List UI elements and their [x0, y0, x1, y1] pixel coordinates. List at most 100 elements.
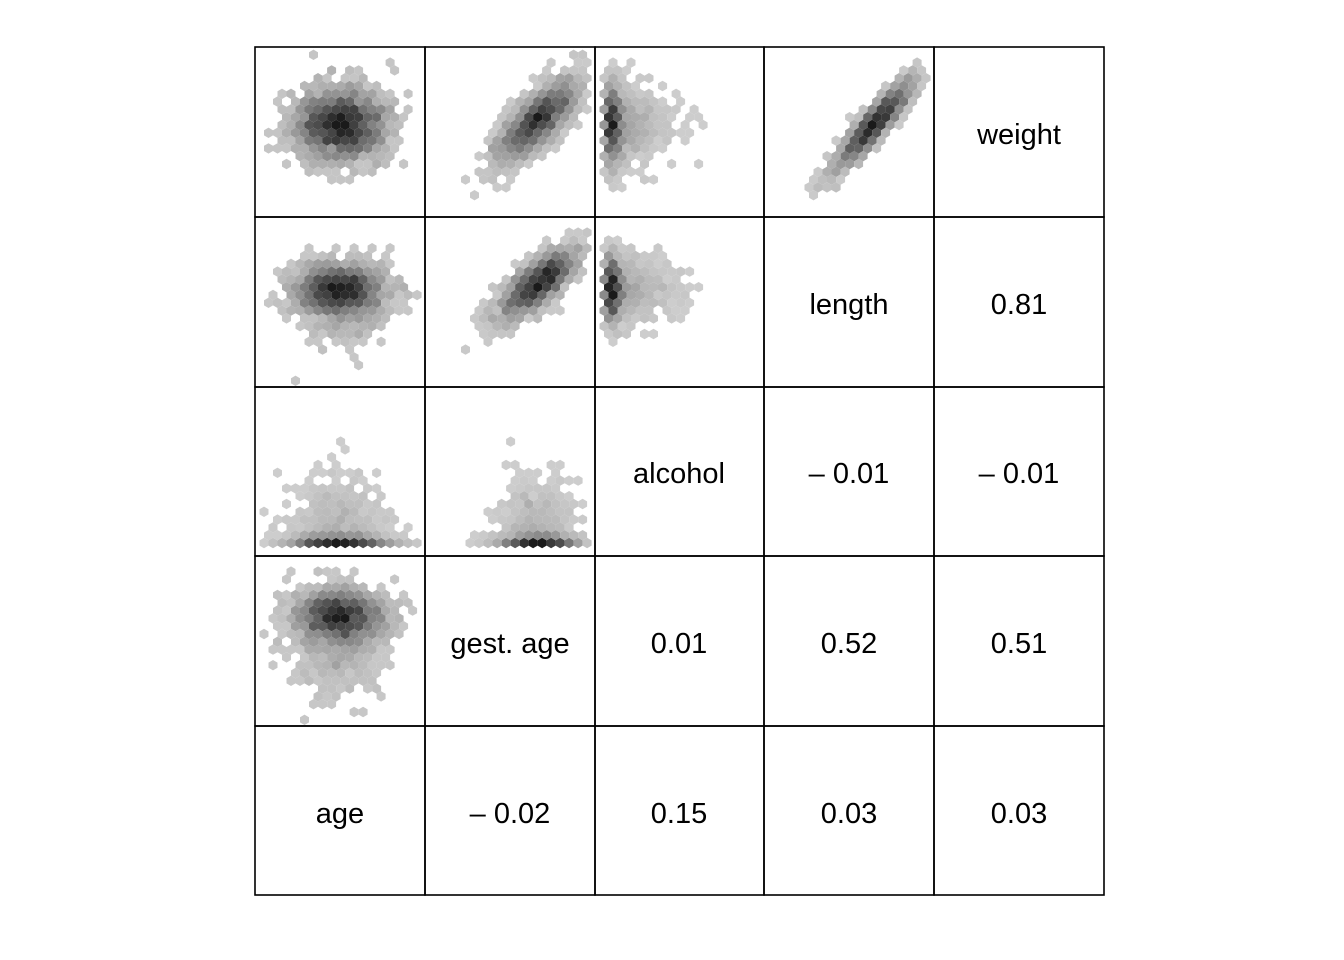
- hexbin-cell: [626, 321, 636, 332]
- hexbin-cell: [680, 289, 690, 301]
- hexbin-cell: [318, 143, 328, 154]
- hexbin-cell: [282, 605, 291, 616]
- hexbin-cell: [537, 135, 547, 146]
- hexbin-cell: [542, 530, 552, 541]
- hexbin-cell: [524, 297, 534, 308]
- hexbin-cell: [635, 289, 645, 301]
- hexbin-cell: [613, 143, 622, 154]
- hexbin-cell: [519, 88, 529, 99]
- hexbin-cell: [578, 49, 588, 60]
- hexbin-cell: [295, 660, 305, 671]
- hexbin-cell: [327, 621, 337, 632]
- hexbin-cell: [349, 104, 359, 115]
- hexbin-cell: [631, 112, 640, 123]
- hexbin-cell: [617, 258, 627, 269]
- hexbin-cell: [340, 613, 350, 624]
- hexbin-cell: [569, 530, 579, 541]
- hexbin-cell: [519, 305, 529, 316]
- hexbin-cell: [555, 305, 565, 316]
- hexbin-cell: [327, 266, 337, 277]
- hexbin-cell: [394, 274, 404, 285]
- hexbin-cell: [604, 174, 613, 185]
- hexbin-cell: [376, 613, 386, 624]
- hexbin-cell: [519, 537, 529, 549]
- hexbin-cell: [569, 112, 579, 123]
- hexbin-cell: [358, 597, 368, 608]
- hexbin-cell: [286, 597, 296, 608]
- hexbin-cell: [524, 514, 534, 525]
- hexbin-cell: [349, 336, 359, 347]
- hexbin-cell: [644, 73, 654, 84]
- hexbin-cell: [309, 158, 318, 170]
- hexbin-cell: [573, 258, 583, 269]
- hexbin-cell: [390, 127, 400, 138]
- hexbin-cell: [858, 104, 868, 115]
- hexbin-cell: [599, 88, 609, 99]
- hexbin-cell: [322, 73, 332, 84]
- hexbin-cell: [390, 605, 400, 616]
- hexbin-cell: [626, 258, 636, 269]
- hexbin-cell: [345, 96, 355, 107]
- hexbin-cell: [309, 96, 318, 107]
- hexbin-cell: [608, 166, 618, 177]
- hexbin-cell: [372, 514, 382, 525]
- hexbin-cell: [604, 282, 613, 293]
- hexbin-cell: [349, 73, 359, 84]
- hexbin-cell: [569, 498, 579, 510]
- hexbin-cell: [340, 258, 350, 269]
- hexbin-cell: [331, 166, 341, 177]
- hexbin-cell: [381, 313, 391, 324]
- hexbin-cell: [613, 297, 622, 308]
- hexbin-cell: [582, 104, 592, 115]
- hexbin-cell: [363, 328, 373, 340]
- hexbin-cell: [300, 636, 309, 647]
- hexbin-cell: [613, 235, 622, 246]
- hexbin-cell: [551, 96, 561, 107]
- hexbin-cell: [354, 530, 364, 541]
- hexbin-cell: [560, 112, 570, 123]
- hexbin-cell: [653, 104, 663, 115]
- hexbin-cell: [644, 88, 654, 99]
- hexbin-cell: [268, 537, 278, 549]
- hexbin-cell: [506, 483, 516, 494]
- hexbin-cell: [555, 537, 565, 549]
- hexbin-cell: [313, 119, 323, 131]
- hexbin-cell: [546, 491, 556, 502]
- hexbin-cell: [318, 483, 328, 494]
- hexbin-cell: [309, 636, 318, 647]
- hexbin-cell: [358, 582, 368, 593]
- hexbin-cell: [327, 636, 337, 647]
- hexbin-cell: [363, 683, 373, 694]
- hexbin-cell: [622, 158, 631, 170]
- hexbin-cell: [381, 127, 391, 138]
- hexbin-cell: [515, 143, 525, 154]
- hexbin-cell: [291, 375, 300, 386]
- hexbin-cell: [845, 112, 855, 123]
- hexbin-cell: [300, 714, 309, 725]
- hexbin-cell: [510, 459, 520, 471]
- hexbin-cell: [304, 289, 314, 301]
- hexbin-cell: [617, 88, 627, 99]
- hexbin-cell: [372, 621, 382, 632]
- hexbin-cell: [533, 514, 543, 525]
- hexbin-cell: [479, 328, 488, 340]
- hexbin-cell: [318, 498, 328, 510]
- hexbin-cell: [613, 174, 622, 185]
- hexbin-cell: [640, 127, 649, 138]
- hexbin-cell: [354, 360, 364, 371]
- hexbin-cell: [345, 605, 355, 616]
- hexbin-cell: [295, 491, 305, 502]
- hexbin-cell: [854, 158, 864, 170]
- hexbin-cell: [286, 613, 296, 624]
- hexbin-cell: [515, 127, 525, 138]
- hexbin-cell: [354, 282, 364, 293]
- hexbin-cell: [336, 96, 346, 107]
- hexbin-cell: [304, 537, 314, 549]
- hexbin-cell: [322, 537, 332, 549]
- hexbin-cell: [515, 112, 525, 123]
- hexbin-cell: [626, 274, 636, 285]
- hexbin-cell: [331, 459, 341, 471]
- hexbin-cell: [354, 636, 364, 647]
- hexbin-cell: [809, 174, 818, 185]
- hexbin-cell: [519, 274, 529, 285]
